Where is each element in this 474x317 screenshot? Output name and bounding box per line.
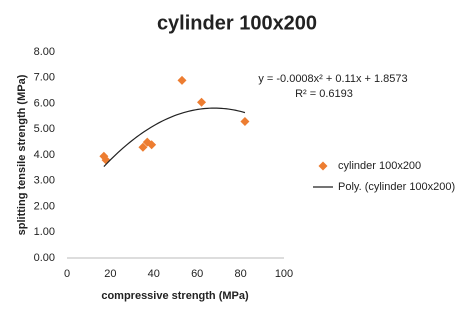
legend-label: Poly. (cylinder 100x200) [338,181,455,193]
point [197,97,207,107]
trendline-equation: y = -0.0008x² + 0.11x + 1.8573 [258,73,407,85]
y-tick-label: 6.00 [34,97,55,109]
x-tick-label: 20 [104,268,116,280]
point [177,75,187,85]
legend-label: cylinder 100x200 [338,160,421,172]
point [138,142,148,152]
y-tick-label: 1.00 [34,226,55,238]
x-tick-label: 0 [64,268,70,280]
y-tick-label: 3.00 [34,175,55,187]
y-tick-label: 5.00 [34,123,55,135]
trendline [103,107,246,167]
trendline-r-squared: R² = 0.6193 [295,88,353,100]
y-axis-title: splitting tensile strength (MPa) [16,74,28,235]
x-axis-title: compressive strength (MPa) [101,290,249,302]
legend-marker [318,161,328,171]
y-tick-label: 2.00 [34,200,55,212]
x-tick-label: 80 [234,268,246,280]
chart-title: cylinder 100x200 [157,12,317,34]
x-tick-label: 40 [148,268,160,280]
x-tick-label: 60 [191,268,203,280]
x-tick-label: 100 [275,268,293,280]
y-tick-label: 8.00 [34,46,55,58]
y-tick-label: 7.00 [34,72,55,84]
point [147,140,157,150]
y-tick-label: 0.00 [34,252,55,264]
y-tick-label: 4.00 [34,149,55,161]
point [240,117,250,127]
